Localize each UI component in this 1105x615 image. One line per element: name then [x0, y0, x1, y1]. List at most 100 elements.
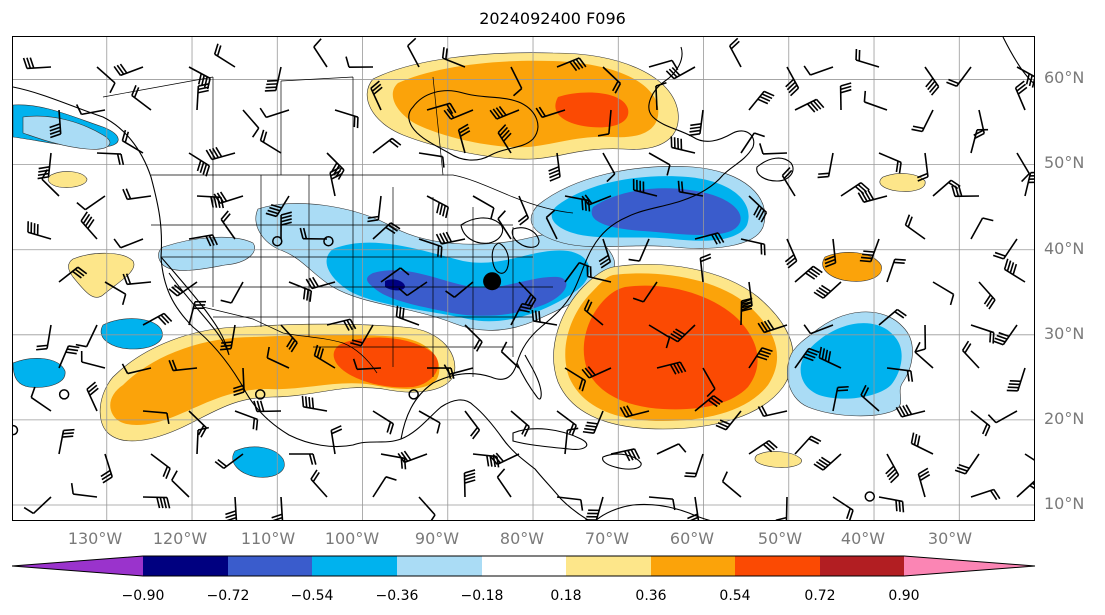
colorbar-tick: −0.36 — [375, 588, 419, 604]
wind-barb — [824, 238, 837, 268]
wind-barb — [497, 210, 512, 240]
wind-barb — [372, 137, 402, 154]
wind-barb — [463, 469, 476, 498]
wind-barb — [932, 281, 955, 306]
wind-barb — [142, 410, 170, 424]
wind-barb — [280, 211, 292, 240]
colorbar-tick: 0.54 — [719, 588, 751, 604]
colorbar-extend-min — [12, 556, 143, 576]
wind-barb — [171, 470, 190, 498]
wind-barbs — [22, 37, 1034, 520]
storm-center-marker — [483, 272, 502, 291]
colorbar-tick: −0.90 — [121, 588, 165, 604]
wind-barb — [367, 195, 382, 223]
coastline-cuba — [512, 428, 588, 450]
wind-barb — [30, 386, 52, 412]
colorbar-segment — [312, 556, 397, 576]
wind-barb — [150, 453, 171, 479]
wind-barb — [961, 340, 980, 369]
wind-barb — [280, 324, 298, 353]
wind-barb — [992, 324, 1018, 346]
calm-wind-circle — [58, 389, 70, 400]
wind-barb — [271, 496, 284, 520]
wind-barb — [556, 57, 587, 72]
wind-barb — [581, 366, 612, 379]
wind-barb — [58, 266, 88, 283]
wind-barb — [904, 214, 926, 240]
wind-barb — [489, 105, 520, 120]
wind-barb — [380, 453, 407, 470]
wind-barb — [36, 324, 52, 351]
wind-barb — [464, 410, 481, 440]
calm-wind-circle — [323, 235, 334, 247]
wind-barb — [670, 136, 696, 154]
cold-anomaly-pacific-south — [13, 358, 66, 388]
wind-barb — [748, 439, 778, 455]
wind-barb — [253, 400, 282, 413]
wind-barb — [264, 66, 282, 92]
wind-barb — [310, 469, 328, 498]
colorbar-extend-max — [904, 556, 1035, 576]
wind-barb — [602, 66, 622, 94]
coastline-gulf — [400, 174, 724, 440]
wind-barb — [510, 302, 533, 326]
colorbar-tick: −0.72 — [206, 588, 250, 604]
wind-barb — [418, 410, 441, 434]
cold-anomaly-pacific-west — [22, 115, 111, 150]
wind-barb — [859, 238, 880, 263]
coastline-florida — [516, 354, 542, 400]
wind-barb — [954, 453, 980, 475]
wind-barb — [992, 238, 1018, 260]
lon-label-120w: 120°W — [152, 529, 208, 548]
colorbar-tick: −0.18 — [460, 588, 504, 604]
wind-barb — [895, 404, 926, 418]
wind-barb — [535, 106, 566, 119]
wind-barb — [917, 152, 929, 182]
wind-barb — [794, 435, 822, 455]
wind-barb — [22, 57, 52, 70]
wind-barb — [585, 496, 604, 520]
wind-barb — [418, 152, 445, 168]
border-us-mexico — [202, 306, 378, 374]
wind-barb — [687, 496, 700, 520]
wind-barb — [49, 109, 62, 139]
calm-wind-circle — [272, 235, 283, 247]
wind-barb — [122, 188, 152, 201]
wind-barb — [372, 222, 401, 240]
colorbar-segment — [735, 556, 820, 576]
wind-barb — [196, 426, 209, 455]
colorbar-tick: 0.72 — [804, 588, 836, 604]
wind-barb — [785, 66, 800, 97]
wind-barb — [688, 109, 704, 137]
cold-anomaly-plains-deep — [385, 279, 405, 291]
wind-barb — [142, 312, 173, 326]
wind-barb — [677, 180, 704, 197]
wind-barb — [757, 405, 788, 418]
wind-barb — [656, 443, 687, 455]
wind-barb — [840, 182, 870, 197]
wind-barb — [914, 341, 934, 369]
wind-barb — [313, 38, 328, 68]
warm-anomaly-midatlantic-b — [879, 173, 926, 192]
province-lines — [102, 76, 444, 176]
wind-barb — [878, 496, 905, 513]
colorbar-outline — [12, 555, 1036, 577]
wind-barb — [911, 109, 934, 133]
wind-barb — [548, 152, 561, 182]
lon-label-50w: 50°W — [757, 529, 803, 548]
wind-barb — [435, 231, 466, 245]
coastline-north-america — [13, 86, 590, 520]
coastline-hispaniola — [602, 453, 642, 470]
wind-barb — [655, 81, 667, 111]
calm-wind-circle — [408, 389, 419, 400]
wind-barb — [426, 195, 450, 219]
wind-barb — [970, 217, 994, 240]
wind-barb — [121, 129, 144, 154]
wind-barb — [610, 448, 641, 462]
wind-barb — [113, 63, 144, 77]
wind-barb — [205, 146, 236, 161]
wind-barb — [878, 308, 907, 326]
anomaly-shading — [13, 52, 926, 478]
map-panel[interactable] — [12, 36, 1035, 521]
wind-barb — [188, 152, 211, 177]
